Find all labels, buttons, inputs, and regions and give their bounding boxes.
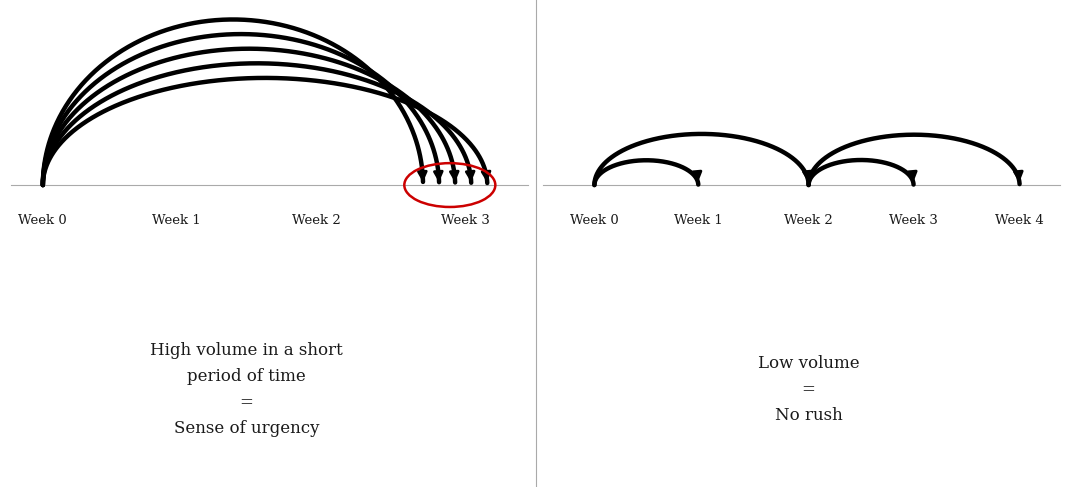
Text: Week 0: Week 0 — [18, 214, 67, 227]
Text: Week 1: Week 1 — [674, 214, 723, 227]
Text: Week 2: Week 2 — [291, 214, 341, 227]
Text: Week 1: Week 1 — [152, 214, 201, 227]
Text: High volume in a short
period of time
=
Sense of urgency: High volume in a short period of time = … — [150, 342, 343, 437]
Text: Low volume
=
No rush: Low volume = No rush — [758, 355, 859, 424]
Text: Week 0: Week 0 — [570, 214, 619, 227]
Text: Week 4: Week 4 — [995, 214, 1044, 227]
Text: Week 3: Week 3 — [441, 214, 491, 227]
Text: Week 2: Week 2 — [784, 214, 833, 227]
Text: Week 3: Week 3 — [889, 214, 938, 227]
